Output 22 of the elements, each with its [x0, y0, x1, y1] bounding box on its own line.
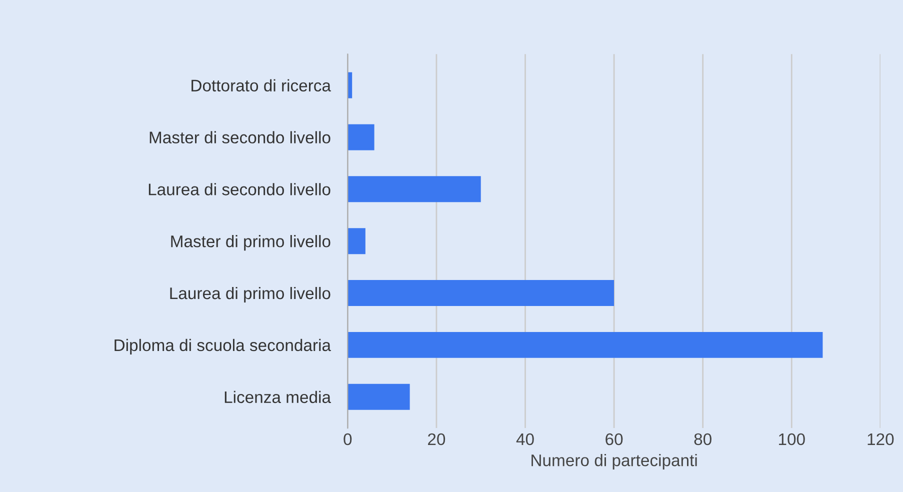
y-tick-label: Dottorato di ricerca — [192, 79, 331, 92]
x-tick-label: 40 — [516, 433, 534, 446]
x-axis-title: Numero di partecipanti — [532, 454, 697, 470]
x-tick-label: 100 — [779, 433, 805, 446]
x-tick-label: 120 — [868, 433, 894, 446]
bar — [348, 124, 374, 150]
x-tick-label: 80 — [694, 433, 712, 446]
y-tick-label: Licenza media — [224, 390, 331, 404]
x-tick-label: 60 — [606, 433, 623, 446]
x-tick-label: 0 — [344, 433, 352, 446]
bar — [348, 72, 352, 98]
y-tick-label: Master di primo livello — [171, 235, 330, 251]
y-tick-label: Diploma di scuola secondaria — [114, 338, 331, 354]
bar — [348, 228, 366, 254]
bar — [348, 176, 481, 202]
x-tick-label: 20 — [428, 433, 446, 446]
y-tick-label: Laurea di primo livello — [170, 286, 330, 303]
bar — [348, 280, 614, 306]
y-tick-label: Master di secondo livello — [150, 131, 330, 144]
bar — [348, 384, 410, 410]
bar — [348, 332, 823, 358]
y-tick-label: Laurea di secondo livello — [148, 183, 330, 196]
